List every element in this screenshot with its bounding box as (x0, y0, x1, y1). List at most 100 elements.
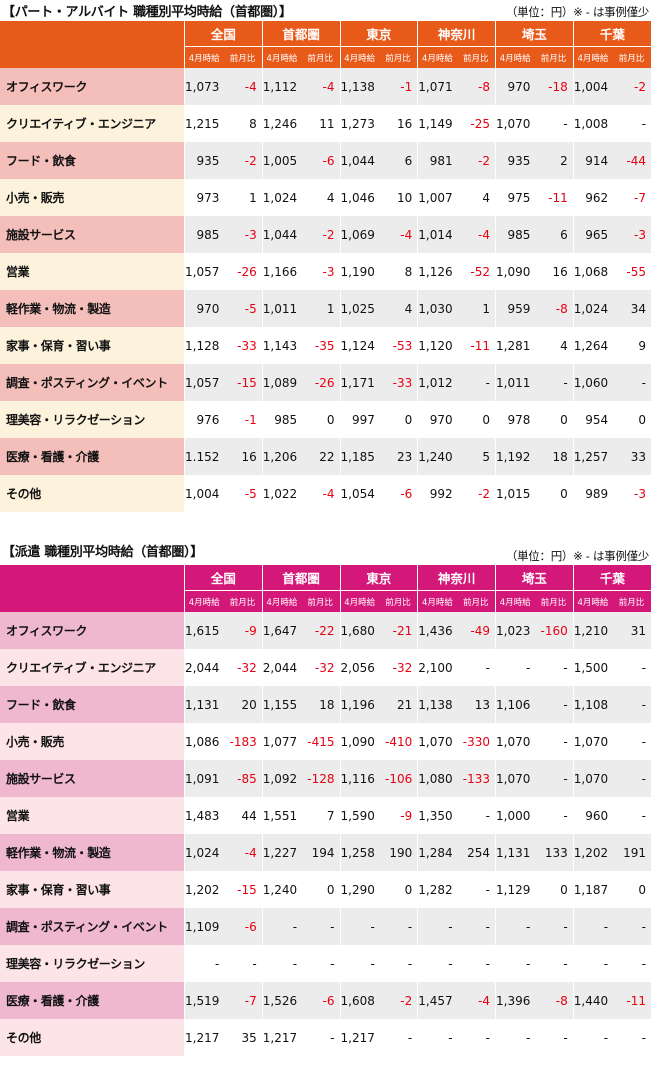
wage-cell: 1,227 (261, 834, 302, 871)
wage-cell: 978 (495, 401, 535, 438)
wage-cell: - (417, 945, 457, 982)
diff-cell: - (612, 364, 651, 401)
table-row: 施設サービス 1,091 -85 1,092 -128 1,116 -106 1,080 -13… (0, 760, 651, 797)
diff-cell: -6 (223, 908, 263, 945)
diff-cell: -106 (378, 760, 418, 797)
diff-cell: -183 (223, 723, 263, 760)
diff-cell: -4 (223, 68, 263, 105)
wage-cell: 959 (495, 290, 535, 327)
diff-cell: -33 (378, 364, 418, 401)
wage-cell: 1,000 (495, 797, 535, 834)
row-label: 医療・看護・介護 (0, 982, 185, 1019)
diff-cell: -4 (378, 216, 418, 253)
wage-cell: 1,264 (572, 327, 613, 364)
row-label: 軽作業・物流・製造 (0, 290, 185, 327)
diff-cell: -11 (456, 327, 496, 364)
wage-cell: 1,131 (184, 686, 224, 723)
diff-cell: 0 (301, 401, 340, 438)
wage-cell: - (261, 945, 302, 982)
wage-cell: 1,190 (339, 253, 379, 290)
wage-cell: 1,185 (339, 438, 379, 475)
diff-cell: 190 (378, 834, 418, 871)
wage-cell: 1,054 (339, 475, 379, 512)
diff-cell: 9 (612, 327, 651, 364)
diff-cell: 11 (301, 105, 340, 142)
wage-cell: - (572, 1019, 613, 1056)
diff-cell: -5 (223, 290, 263, 327)
wage-cell: - (572, 945, 613, 982)
region-header: 首都圏 (261, 21, 340, 47)
diff-cell: -26 (301, 364, 340, 401)
diff-cell: -8 (534, 290, 574, 327)
diff-cell: 16 (223, 438, 263, 475)
wage-cell: 1,070 (495, 760, 535, 797)
table-row: その他 1,217 35 1,217-1,217- - - - - - - (0, 1019, 651, 1056)
wage-cell: 1,070 (495, 723, 535, 760)
diff-cell: - (534, 723, 574, 760)
wage-cell: 1,138 (417, 686, 457, 723)
wage-cell: 1,149 (417, 105, 457, 142)
diff-cell: - (301, 945, 340, 982)
diff-cell: -7 (612, 179, 651, 216)
diff-cell: -415 (301, 723, 340, 760)
wage-cell: 1,350 (417, 797, 457, 834)
diff-cell: -9 (378, 797, 418, 834)
wage-cell: 1,011 (495, 364, 535, 401)
wage-cell: 976 (184, 401, 224, 438)
diff-cell: 4 (301, 179, 340, 216)
wage-cell: 985 (184, 216, 224, 253)
diff-cell: -9 (223, 612, 263, 649)
wage-cell: 1.152 (184, 438, 224, 475)
wage-cell: 1,128 (184, 327, 224, 364)
diff-cell: 33 (612, 438, 651, 475)
wage-cell: 1,015 (495, 475, 535, 512)
diff-cell: 21 (378, 686, 418, 723)
diff-subheader: 前月比 (534, 46, 574, 68)
wage-cell: 1,024 (261, 179, 302, 216)
wage-cell: 1,073 (184, 68, 224, 105)
wage-cell: 1,440 (572, 982, 613, 1019)
diff-cell: -22 (301, 612, 340, 649)
table-row: 家事・保育・習い事 1,128 -33 1,143 -35 1,124 -53 1,120 -1… (0, 327, 651, 364)
wage-cell: 1,551 (261, 797, 302, 834)
row-label: 理美容・リラクゼーション (0, 401, 185, 438)
wage-cell: 1,166 (261, 253, 302, 290)
diff-cell: -49 (456, 612, 496, 649)
row-label: 小売・販売 (0, 723, 185, 760)
diff-cell: - (456, 1019, 496, 1056)
diff-cell: -8 (534, 982, 574, 1019)
header-corner (0, 21, 185, 68)
wage-cell: 970 (417, 401, 457, 438)
row-label: 医療・看護・介護 (0, 438, 185, 475)
diff-cell: -1 (378, 68, 418, 105)
wage-cell: 1,070 (495, 105, 535, 142)
wage-cell: 985 (261, 401, 302, 438)
diff-cell: 0 (612, 871, 651, 908)
diff-cell: 35 (223, 1019, 263, 1056)
table-row: クリエイティブ・エンジニア 1,215 8 1,246 11 1,273 16 1,149 -2… (0, 105, 651, 142)
diff-cell: - (456, 908, 496, 945)
wage-cell: 1,011 (261, 290, 302, 327)
wage-cell: 1,217 (261, 1019, 302, 1056)
diff-cell: 254 (456, 834, 496, 871)
wage-cell: - (495, 649, 535, 686)
diff-cell: 1 (456, 290, 496, 327)
wage-cell: 1,396 (495, 982, 535, 1019)
diff-cell: 0 (612, 401, 651, 438)
wage-cell: 1,273 (339, 105, 379, 142)
wage-cell: 1,090 (339, 723, 379, 760)
wage-cell: 1,004 (184, 475, 224, 512)
wage-subheader: 4月時給 (572, 46, 613, 68)
wage-cell: 1,024 (572, 290, 613, 327)
diff-cell: - (456, 364, 496, 401)
wage-cell: 1,284 (417, 834, 457, 871)
diff-cell: -35 (301, 327, 340, 364)
wage-cell: 1,519 (184, 982, 224, 1019)
wage-cell: 1,282 (417, 871, 457, 908)
wage-cell: 1,210 (572, 612, 613, 649)
diff-cell: 0 (456, 401, 496, 438)
wage-cell: 1,023 (495, 612, 535, 649)
diff-cell: - (612, 908, 651, 945)
row-label: 軽作業・物流・製造 (0, 834, 185, 871)
wage-cell: 1,608 (339, 982, 379, 1019)
